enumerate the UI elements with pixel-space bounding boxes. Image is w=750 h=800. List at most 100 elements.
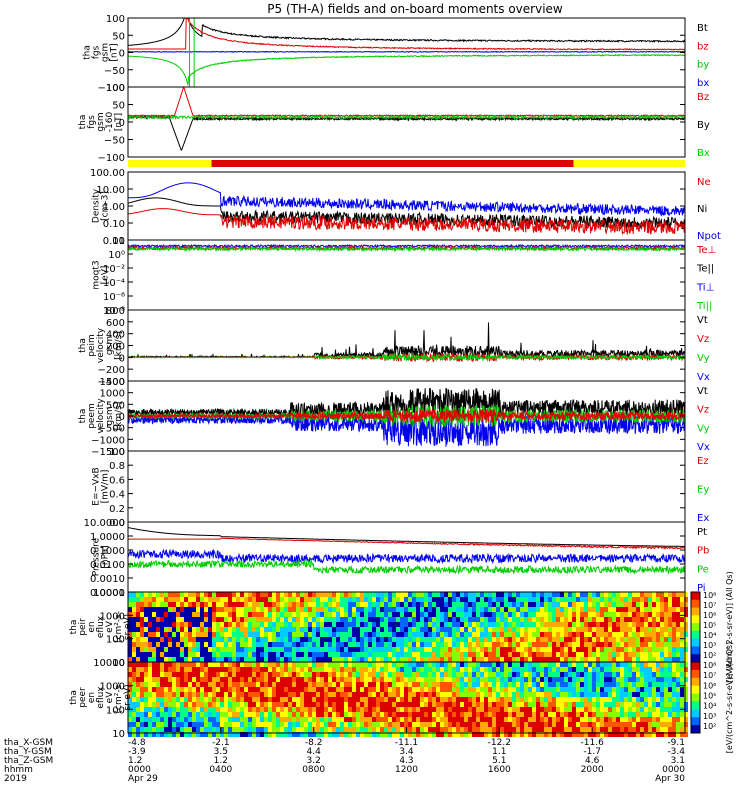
legend-8-0: Pt xyxy=(697,527,707,538)
colorbar-top-tick-3: 10⁵ xyxy=(703,621,716,630)
xrow-3-1: 0400 xyxy=(209,765,232,775)
colorbar-bottom-stop-4 xyxy=(691,693,700,702)
legend-3-2: Npot xyxy=(697,231,721,242)
ytick-label-9-1: 1000 xyxy=(100,611,125,622)
ylabel-line-5-0: tha xyxy=(78,338,88,353)
legend-0-1: bz xyxy=(697,41,709,52)
ylabel-7: E=−VxB [mV/m] xyxy=(92,467,111,505)
legend-7-0: Ez xyxy=(697,456,709,467)
ytick-label-5-4: 0 xyxy=(119,353,125,364)
ytick-label-5-5: −200 xyxy=(98,365,125,376)
ylabel-line-1-0: tha xyxy=(78,115,88,130)
xrow-2-2: 3.2 xyxy=(307,756,321,766)
legend-1-2: Bx xyxy=(697,148,710,159)
legend-3-0: Ne xyxy=(697,177,711,188)
colorbar-bottom-tick-0: 10⁸ xyxy=(703,661,716,670)
ylabel-line-1-2: gsm xyxy=(96,112,106,131)
ylabel-line-6-1: peem xyxy=(87,403,97,429)
colorbar-top-tick-4: 10⁴ xyxy=(703,631,716,640)
svg-text:[eV/(cm^2-s-sr-eV)] (All Qs): [eV/(cm^2-s-sr-eV)] (All Qs) xyxy=(725,642,734,753)
colorbar-top-stop-1 xyxy=(691,599,700,609)
ytick-label-5-3: 200 xyxy=(106,342,125,353)
colorbar-top-stop-5 xyxy=(691,630,700,640)
series-bx2 xyxy=(127,114,685,121)
ylabel-line-10-4: eV xyxy=(105,691,115,704)
ytick-label-7-3: 0.4 xyxy=(109,490,125,501)
ylabel-4: moqt3 [eV] xyxy=(92,260,111,289)
ylabel-line-8-1: [nPa] xyxy=(101,545,111,568)
xrow-1-4: 1.1 xyxy=(492,747,506,757)
region-segment-0 xyxy=(128,160,212,167)
series-by xyxy=(128,53,686,86)
xrow-label-1: tha_Y-GSM xyxy=(4,747,52,757)
series-ti xyxy=(127,243,686,249)
ylabel-line-1-4: [nT] xyxy=(114,113,124,131)
colorbar-top-tick-6: 10² xyxy=(703,651,716,660)
xrow-0-0: -4.8 xyxy=(128,738,146,748)
legend-5-3: Vx xyxy=(697,372,710,383)
ylabel-line-10-2: en xyxy=(87,692,97,703)
ylabel-line-10-5: (cm²-s- xyxy=(114,681,124,713)
ylabel-1: tha fgs gsm -160 [nT] xyxy=(78,112,124,133)
ytick-label-9-3: 10 xyxy=(112,658,125,669)
xrow-3-5: 2000 xyxy=(581,765,604,775)
xrow-3-2: 0800 xyxy=(302,765,325,775)
region-segment-2 xyxy=(573,160,685,167)
ytick-label-9-2: 100 xyxy=(106,635,125,646)
xrow-2-3: 4.3 xyxy=(399,756,413,766)
legend-4-0: Te⊥ xyxy=(696,245,716,256)
ylabel-line-3-0: Density xyxy=(92,188,102,223)
ylabel-line-0-3: [nT] xyxy=(110,43,120,61)
colorbar-bottom-tick-2: 10⁶ xyxy=(703,681,716,690)
ylabel-line-4-0: moqt3 xyxy=(92,260,102,289)
ytick-label-4-5: 10⁻⁸ xyxy=(103,306,125,317)
legend-5-2: Vy xyxy=(697,353,710,364)
legend-6-2: Vy xyxy=(697,423,710,434)
ylabel-line-10-0: tha xyxy=(69,690,79,705)
colorbar-bottom-frame xyxy=(690,661,701,734)
ytick-label-3-1: 10.00 xyxy=(96,185,125,196)
legend-1-1: By xyxy=(697,120,710,131)
colorbar-top-tick-1: 10⁷ xyxy=(703,601,716,610)
legend-4-3: Ti|| xyxy=(696,301,712,312)
series-pb xyxy=(128,537,686,550)
ylabel-line-10-3: eflux xyxy=(96,686,106,709)
ytick-label-9-0: 10000 xyxy=(93,588,125,599)
ytick-label-5-2: 400 xyxy=(106,330,125,341)
xrow-label-3: hhmm xyxy=(4,765,33,775)
xrow-4-6: Apr 30 xyxy=(655,774,685,784)
colorbar-bottom-label: [eV/(cm^2-s-sr-eV)] (All Qs) xyxy=(725,642,734,753)
ytick-label-4-2: 10⁻² xyxy=(103,264,125,275)
ytick-label-0-3: −50 xyxy=(104,66,125,77)
ylabel-5: tha peim velocity gsm [km/s] xyxy=(78,327,124,363)
ylabel-3: Density [cm-3] xyxy=(92,188,111,223)
ylabel-line-3-1: [cm-3] xyxy=(101,191,111,221)
legend-7-2: Ex xyxy=(697,513,709,524)
xrow-0-4: -12.2 xyxy=(488,738,511,748)
ylabel-line-1-1: fgs xyxy=(87,115,97,129)
series-te xyxy=(127,244,685,252)
xrow-2-6: 3.1 xyxy=(671,756,685,766)
ytick-label-3-2: 1.00 xyxy=(103,202,125,213)
colorbar-bottom-stop-8 xyxy=(691,725,700,734)
ylabel-9: tha peir en eflux eV (cm²-s-sr-eV) xyxy=(69,611,133,643)
region-segment-1 xyxy=(211,160,574,167)
colorbar-top-stop-0 xyxy=(691,592,700,601)
heatmap-cells-9 xyxy=(128,592,688,662)
ylabel-line-6-2: velocity xyxy=(96,398,106,434)
series-pe xyxy=(127,559,686,575)
ytick-label-1-3: −50 xyxy=(104,136,125,147)
colorbar-bottom-tick-1: 10⁷ xyxy=(703,671,716,680)
xrow-0-2: -8.2 xyxy=(305,738,323,748)
ylabel-line-4-1: [eV] xyxy=(101,266,111,285)
ylabel-line-5-1: peim xyxy=(87,334,97,357)
legend-6-0: Vt xyxy=(697,386,708,397)
ylabel-line-9-1: peir xyxy=(78,618,88,636)
ytick-label-1-2: 0 xyxy=(119,118,125,129)
ylabel-line-5-3: gsm xyxy=(105,336,115,355)
ytick-label-8-4: 0.0010 xyxy=(90,574,125,585)
ytick-label-10-3: 10 xyxy=(112,729,125,740)
xrow-0-3: -11.1 xyxy=(395,738,418,748)
ylabel-line-1-3: -160 xyxy=(105,112,115,133)
xrow-3-6: 0000 xyxy=(662,765,685,775)
